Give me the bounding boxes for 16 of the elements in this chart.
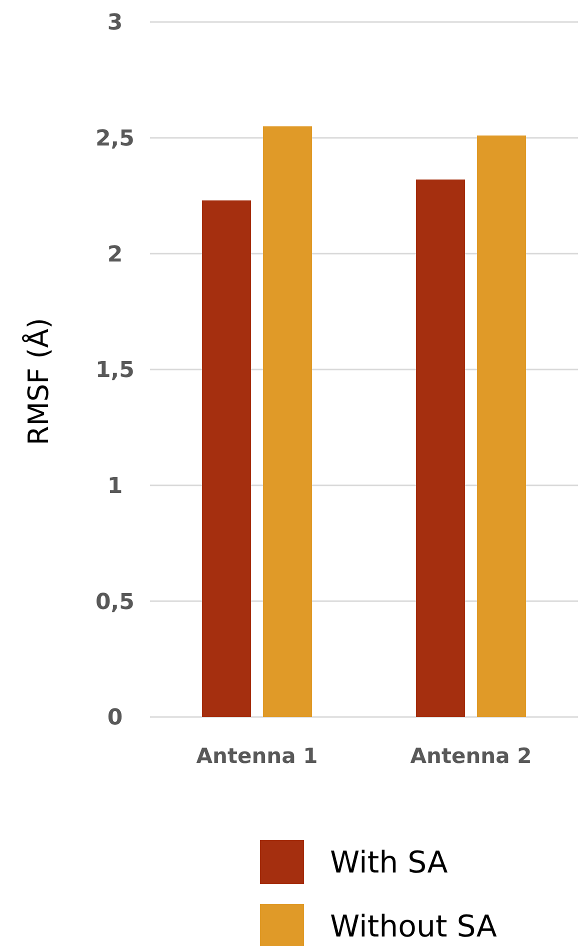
y-tick-label: 0 (107, 706, 123, 731)
y-axis-title: RMSF (Å) (22, 318, 55, 446)
legend-label: Without SA (330, 910, 498, 944)
y-tick-label: 1 (107, 474, 123, 500)
bar (202, 200, 251, 717)
bar (263, 126, 312, 717)
y-tick-label: 3 (107, 10, 123, 36)
y-tick-label: 2,5 (96, 126, 134, 152)
bar (416, 180, 465, 717)
y-tick-label: 1,5 (96, 358, 134, 384)
y-tick-label: 0,5 (96, 590, 134, 615)
x-tick-label: Antenna 1 (196, 744, 318, 768)
bar (477, 136, 526, 717)
legend-label: With SA (330, 846, 448, 880)
x-tick-label: Antenna 2 (410, 744, 532, 768)
y-tick-label: 2 (107, 242, 123, 268)
